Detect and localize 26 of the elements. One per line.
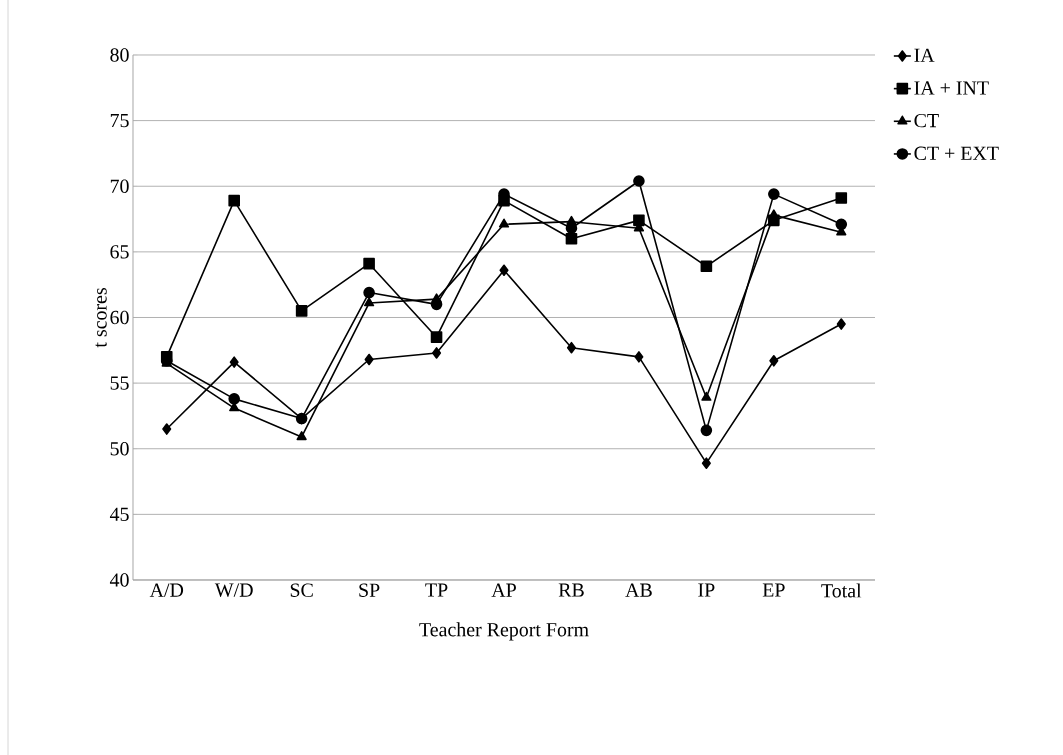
y-tick-label: 55 xyxy=(110,376,129,390)
y-tick-label: 75 xyxy=(110,113,129,128)
legend-label: CT + EXT xyxy=(914,146,999,160)
legend-label: CT xyxy=(914,113,939,128)
x-tick-label: TP xyxy=(425,583,448,597)
x-tick-label: EP xyxy=(762,583,785,597)
y-tick-label: 65 xyxy=(110,245,129,259)
x-tick-label: IP xyxy=(698,583,715,597)
legend-label: IA xyxy=(914,48,935,62)
y-axis-title: t scores xyxy=(95,288,107,348)
y-tick-label: 60 xyxy=(110,310,129,325)
x-tick-label: AP xyxy=(491,583,516,597)
x-tick-label: SC xyxy=(290,583,313,597)
y-tick-label: 40 xyxy=(109,573,129,587)
y-tick-label: 45 xyxy=(109,507,129,522)
x-tick-label: A/D xyxy=(149,583,184,597)
x-tick-label: Total xyxy=(821,583,862,598)
legend-label: IA + INT xyxy=(914,81,989,95)
x-tick-label: RB xyxy=(558,583,584,597)
x-tick-label: SP xyxy=(359,583,380,597)
y-tick-label: 70 xyxy=(110,179,129,193)
x-tick-label: W/D xyxy=(214,583,253,597)
x-tick-label: AB xyxy=(625,583,652,597)
y-tick-label: 50 xyxy=(110,442,129,456)
x-axis-title: Teacher Report Form xyxy=(419,622,589,641)
y-tick-label: 80 xyxy=(110,48,129,62)
